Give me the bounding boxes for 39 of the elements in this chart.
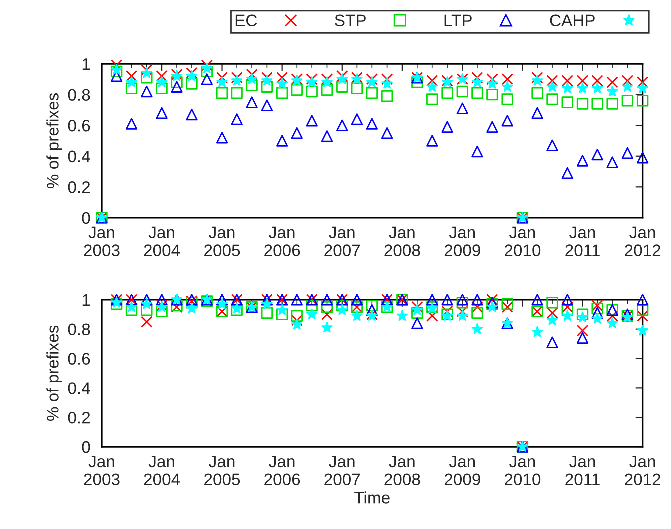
x-tick-label: Jan 2008: [384, 456, 420, 486]
x-tick-label: Jan 2007: [324, 226, 360, 256]
y-tick-label: 0.6: [68, 353, 90, 365]
x-tick-label: Jan 2011: [566, 456, 600, 486]
x-tick-label: Jan 2012: [625, 456, 661, 486]
x-tick-label: Jan 2010: [505, 456, 541, 486]
legend-label: LTP: [444, 14, 472, 26]
legend-label: CAHP: [550, 14, 595, 27]
y-tick-label: 0.4: [68, 150, 90, 163]
y-tick-label: 0.6: [68, 120, 90, 132]
y-tick-label: 0: [82, 212, 90, 224]
y-tick-label: 0.2: [68, 182, 90, 194]
x-axis-title: Time: [354, 492, 390, 504]
x-tick-label: Jan 2006: [264, 226, 300, 256]
y-tick-label: 1: [82, 294, 90, 306]
x-tick-label: Jan 2008: [384, 226, 420, 256]
y-tick-label: 0.8: [68, 89, 90, 101]
x-tick-label: Jan 2004: [144, 226, 180, 256]
x-tick-label: Jan 2009: [444, 456, 480, 486]
y-axis-title: % of prefixes: [46, 326, 62, 422]
legend-label: STP: [335, 14, 366, 27]
x-tick-label: Jan 2006: [264, 456, 300, 486]
x-tick-label: Jan 2010: [505, 226, 541, 256]
y-tick-label: 1: [82, 58, 90, 70]
y-tick-label: 0: [82, 441, 90, 454]
x-tick-label: Jan 2011: [566, 226, 600, 256]
y-tick-label: 0.4: [68, 382, 90, 394]
y-axis-title: % of prefixes: [46, 93, 62, 189]
x-tick-label: Jan 2003: [84, 226, 120, 256]
x-tick-label: Jan 2005: [204, 226, 240, 256]
x-tick-label: Jan 2007: [324, 456, 360, 486]
y-tick-label: 0.8: [68, 324, 90, 336]
y-tick-label: 0.2: [68, 412, 90, 424]
x-tick-label: Jan 2004: [144, 456, 180, 486]
x-tick-label: Jan 2003: [84, 456, 120, 486]
x-tick-label: Jan 2005: [204, 456, 240, 486]
legend-label: EC: [236, 14, 258, 27]
x-tick-label: Jan 2009: [444, 226, 480, 256]
x-tick-label: Jan 2012: [625, 226, 661, 256]
